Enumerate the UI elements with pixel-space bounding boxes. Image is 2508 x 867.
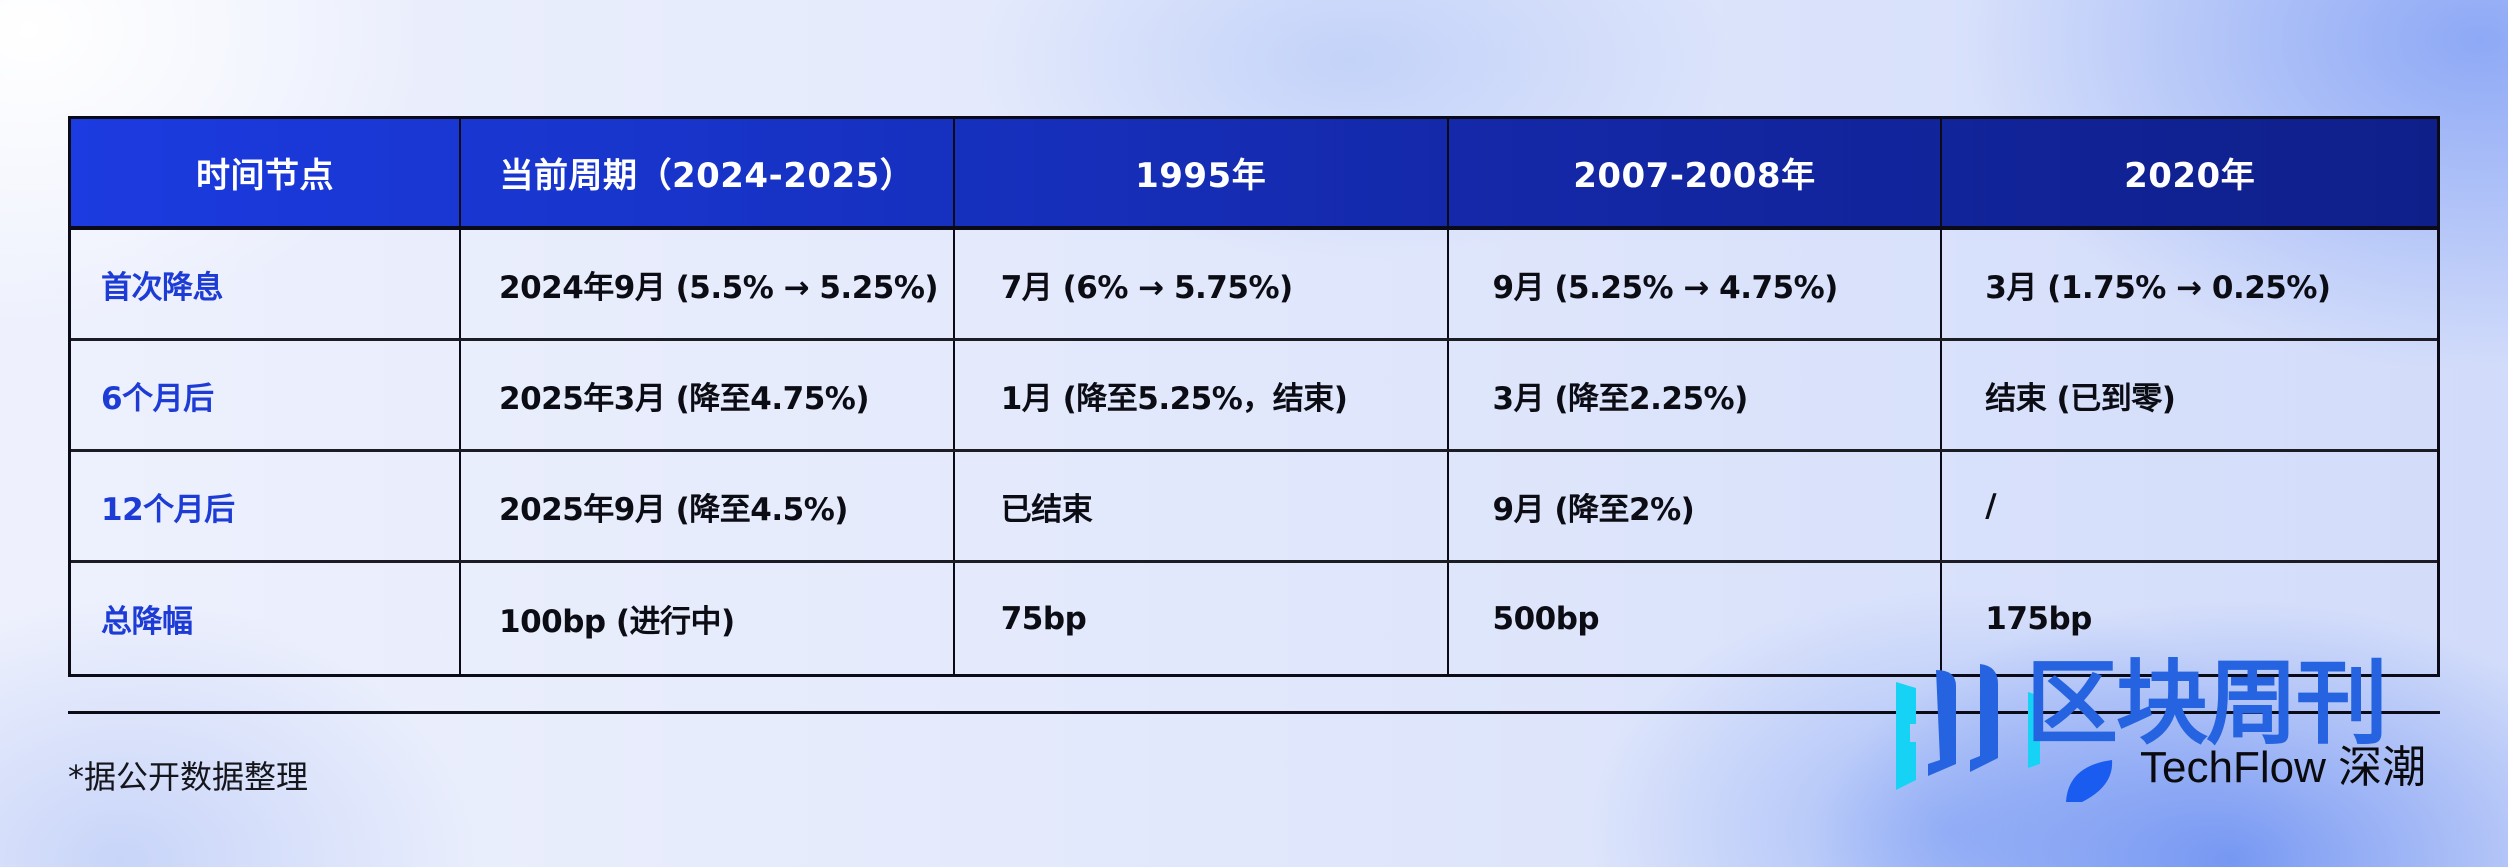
table-cell: 1月 (降至5.25%，结束)	[955, 341, 1449, 449]
row-label: 首次降息	[71, 230, 461, 338]
header-cell-2007-2008: 2007-2008年	[1449, 119, 1943, 226]
table-cell: 175bp	[1985, 600, 2092, 637]
table-row: 首次降息 2024年9月 (5.5% → 5.25%) 7月 (6% → 5.7…	[71, 230, 2437, 341]
table-row: 12个月后 2025年9月 (降至4.5%) 已结束 9月 (降至2%) /	[71, 452, 2437, 563]
table-header-row: 时间节点 当前周期（2024-2025） 1995年 2007-2008年 20…	[71, 119, 2437, 230]
header-cell-2020: 2020年	[2124, 156, 2256, 196]
table-cell: 3月 (1.75% → 0.25%)	[1985, 269, 2331, 306]
table-cell: 9月 (5.25% → 4.75%)	[1449, 230, 1943, 338]
header-cell-current-cycle: 当前周期（2024-2025）	[461, 119, 955, 226]
table-cell: 9月 (降至2%)	[1449, 452, 1943, 560]
table-cell: 100bp (进行中)	[461, 563, 955, 674]
table-cell: 500bp	[1449, 563, 1943, 674]
table-cell: 已结束	[955, 452, 1449, 560]
table-cell: 结束 (已到零)	[1985, 380, 2176, 417]
table-row: 6个月后 2025年3月 (降至4.75%) 1月 (降至5.25%，结束) 3…	[71, 341, 2437, 452]
rate-cut-comparison-table: 时间节点 当前周期（2024-2025） 1995年 2007-2008年 20…	[68, 116, 2440, 677]
logo-cyan-accent-icon	[2028, 692, 2040, 768]
table-row: 总降幅 100bp (进行中) 75bp 500bp 175bp	[71, 563, 2437, 674]
row-label: 12个月后	[71, 452, 461, 560]
row-label: 总降幅	[71, 563, 461, 674]
table-cell: 2025年9月 (降至4.5%)	[461, 452, 955, 560]
logo-chinese-text: 区块周刊	[2026, 650, 2388, 757]
logo-english-text: TechFlow 深潮	[2140, 743, 2427, 792]
techflow-logo: 区块周刊 TechFlow 深潮	[1876, 658, 2476, 804]
table-cell: 2024年9月 (5.5% → 5.25%)	[461, 230, 955, 338]
source-footnote: *据公开数据整理	[68, 758, 309, 796]
table-cell: 3月 (降至2.25%)	[1449, 341, 1943, 449]
logo-mark-icon	[1896, 664, 1998, 790]
logo-leaf-icon	[2066, 760, 2113, 802]
table-cell: 2025年3月 (降至4.75%)	[461, 341, 955, 449]
header-cell-1995: 1995年	[955, 119, 1449, 226]
table-cell: 75bp	[955, 563, 1449, 674]
row-label: 6个月后	[71, 341, 461, 449]
divider-line	[68, 711, 2440, 714]
header-cell-time-point: 时间节点	[71, 119, 462, 226]
table-cell: 7月 (6% → 5.75%)	[955, 230, 1449, 338]
table-cell: /	[1985, 488, 1997, 524]
